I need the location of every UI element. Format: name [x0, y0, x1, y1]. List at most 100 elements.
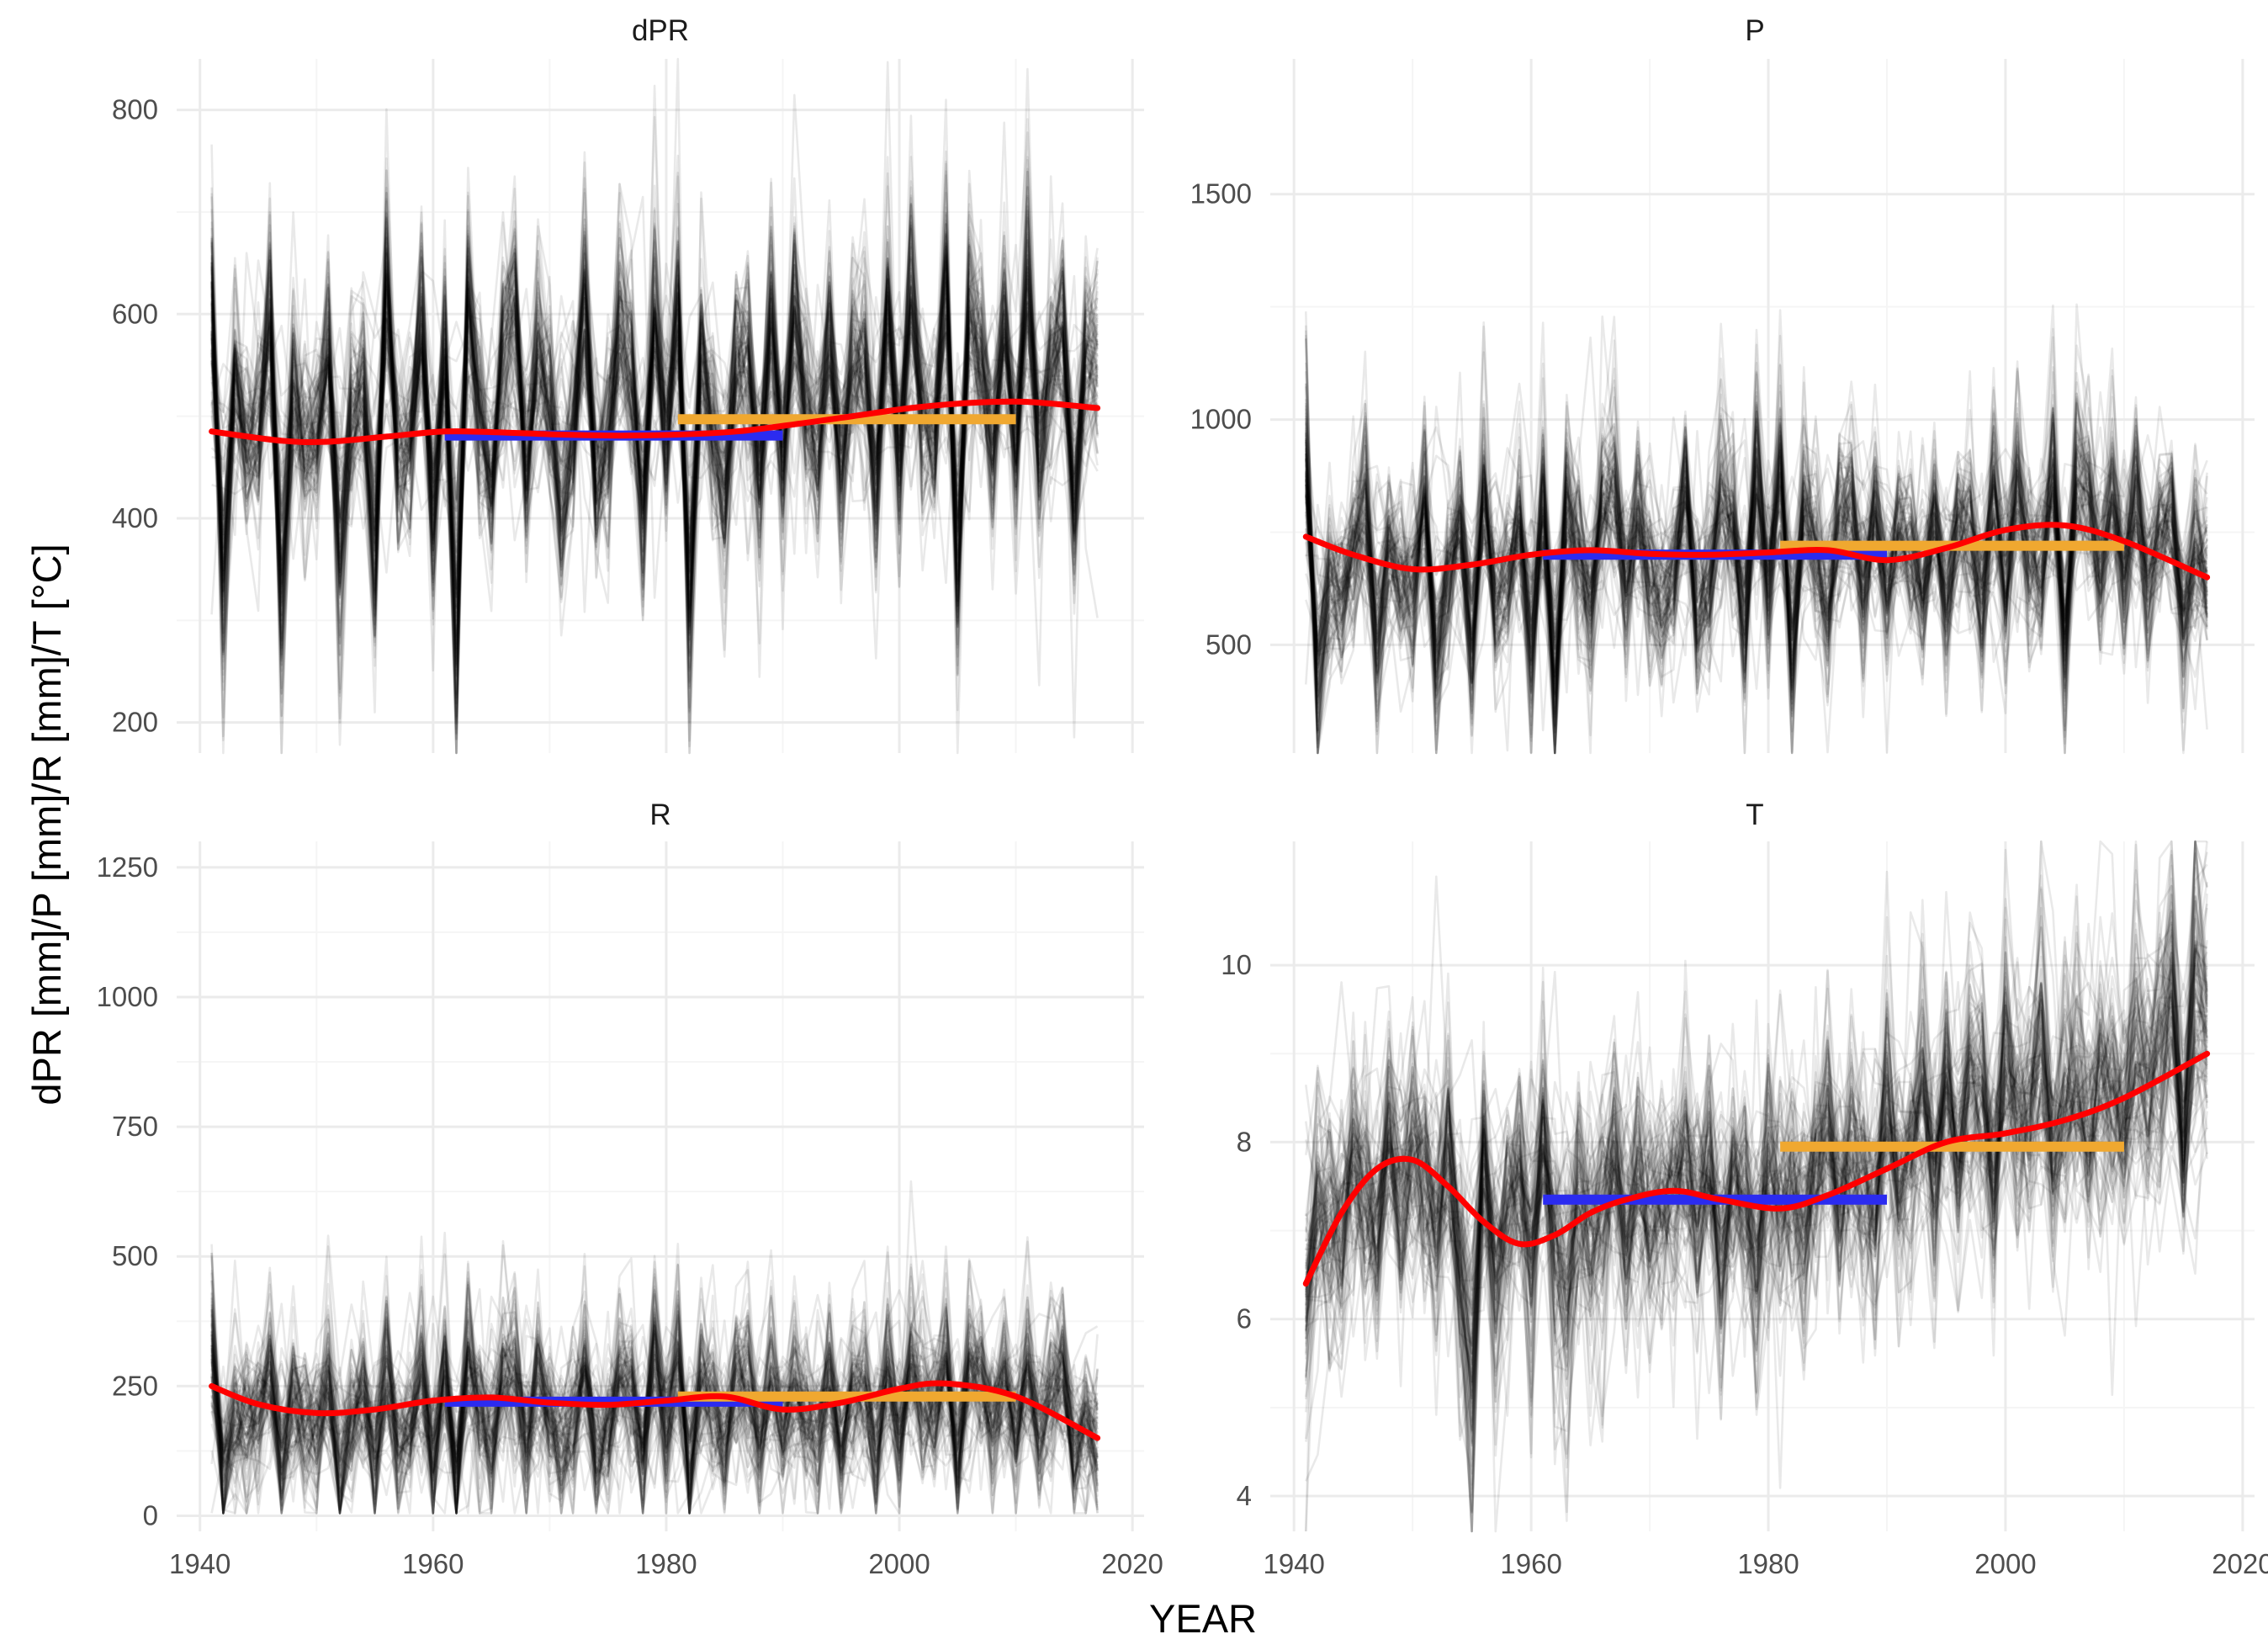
ensemble-member-line — [210, 1306, 1099, 1515]
ensemble-member-line — [1305, 443, 2208, 697]
ensemble-member-line — [210, 246, 1099, 573]
ensemble-member-line — [210, 281, 1099, 588]
ensemble-member-line — [1305, 893, 2208, 1414]
ensemble-member-line — [1305, 864, 2208, 1440]
ensemble-member-line — [210, 185, 1099, 590]
ensemble-member-line — [1305, 939, 2208, 1393]
ensemble-member-line — [210, 227, 1099, 676]
ensemble-member-line — [210, 175, 1099, 724]
ensemble-member-line — [1305, 840, 2208, 1533]
ensemble-member-line — [1305, 843, 2208, 1496]
ensemble-member-line — [1305, 411, 2208, 728]
ensemble-member-line — [1305, 360, 2208, 732]
ensemble-member-line — [210, 1313, 1099, 1511]
ensemble-member-line — [211, 263, 1099, 580]
ensemble-member-line — [210, 227, 1099, 621]
ensemble-member-line — [210, 1341, 1099, 1513]
ensemble-member-line — [1305, 875, 2208, 1409]
y-tick-label: 10 — [1221, 949, 1252, 980]
ensemble-member-line — [210, 183, 1099, 755]
ensemble-member-line — [210, 1281, 1099, 1515]
ensemble-member-line — [210, 118, 1099, 755]
ensemble-member-line — [210, 211, 1099, 590]
ensemble-member-line — [1305, 446, 2208, 714]
ensemble-member-line — [1305, 442, 2208, 680]
ensemble-member-line — [210, 67, 1099, 719]
x-tick-label: 1980 — [1737, 1548, 1799, 1579]
ensemble-member-line — [1305, 383, 2208, 714]
ensemble-member-line — [210, 1284, 1099, 1515]
ensemble-member-line — [210, 1295, 1099, 1515]
ensemble-member-line — [1305, 894, 2208, 1407]
ensemble-member-line — [211, 252, 1099, 595]
ensemble-member-line — [1305, 903, 2208, 1515]
ensemble-member-line — [210, 1277, 1099, 1515]
ensemble-member-line — [1305, 934, 2208, 1338]
ensemble-member-line — [210, 61, 1099, 755]
ensemble-member-line — [210, 1235, 1099, 1515]
ensemble-member-line — [1305, 1027, 2208, 1330]
smooth-trend-line — [1302, 522, 2211, 581]
ensemble-member-line — [210, 144, 1099, 740]
ensemble-member-line — [1305, 933, 2208, 1307]
ensemble-member-line — [1305, 841, 2208, 1475]
ensemble-member-line — [210, 191, 1099, 714]
ensemble-member-line — [210, 1249, 1099, 1499]
x-tick-label: 1980 — [635, 1548, 697, 1579]
ensemble-member-line — [1305, 947, 2208, 1398]
panel-dpr: dPR 200 400 600 800 — [112, 14, 1144, 755]
plot-area-t: 4 6 8 10 1940 1960 1980 2000 2020 — [1221, 840, 2268, 1579]
ensemble-member-line — [210, 211, 1099, 582]
ensemble-member-line — [210, 211, 1099, 654]
panel-p: P 500 1000 1500 — [1190, 14, 2255, 755]
ensemble-member-line — [210, 252, 1099, 576]
ensemble-member-line — [1305, 380, 2208, 755]
y-tick-label: 750 — [112, 1111, 158, 1142]
ensemble-member-line — [210, 209, 1099, 672]
ensemble-member-line — [210, 236, 1099, 677]
ensemble-member-line — [1305, 840, 2208, 1389]
ensemble-member-line — [1305, 452, 2208, 691]
ensemble-member-line — [210, 259, 1099, 579]
ensemble-member-line — [210, 250, 1099, 662]
ensemble-member-line — [1305, 964, 2208, 1366]
ensemble-member-line — [1305, 404, 2208, 686]
ensemble-member-line — [210, 1252, 1099, 1515]
ensemble-member-line — [210, 194, 1099, 710]
ensemble-member-line — [210, 1251, 1099, 1515]
x-tick-label: 2000 — [1974, 1548, 2036, 1579]
ensemble-member-line — [210, 1240, 1099, 1515]
ensemble-member-line — [1305, 840, 2208, 1490]
ensemble-member-line — [1305, 992, 2208, 1400]
ensemble-member-line — [1305, 911, 2208, 1432]
grid-r — [177, 841, 1144, 1531]
ensemble-member-line — [210, 210, 1099, 718]
x-tick-label: 1960 — [402, 1548, 464, 1579]
ensemble-member-line — [210, 235, 1099, 592]
ensemble-member-line — [1305, 373, 2208, 729]
ensemble-member-line — [210, 1255, 1099, 1515]
ensemble-member-line — [210, 261, 1099, 671]
ensemble-member-line — [1305, 351, 2208, 701]
ensemble-member-line — [1305, 870, 2208, 1327]
y-tick-label: 6 — [1237, 1303, 1252, 1334]
plot-area-r: 0 250 500 750 1000 1250 1940 1960 1980 2000 2020 — [97, 841, 1163, 1579]
ensemble-member-line — [1305, 450, 2208, 726]
ensemble-member-line — [1305, 931, 2208, 1446]
ensemble-member-line — [210, 1244, 1099, 1515]
ensemble-member-line — [210, 238, 1099, 652]
ensemble-member-line — [1305, 420, 2208, 676]
ensemble-member-line — [210, 157, 1099, 755]
ensemble-member-line — [210, 1287, 1099, 1515]
ensemble-member-line — [210, 253, 1099, 657]
ensemble-member-line — [210, 1274, 1099, 1515]
ensemble-member-line — [1305, 419, 2207, 696]
ensemble-member-line — [210, 1258, 1099, 1479]
ensemble-member-line — [1305, 392, 2208, 735]
ensemble-lines-dpr — [210, 57, 1099, 755]
ensemble-member-line — [210, 1180, 1099, 1515]
ensemble-member-line — [1305, 1013, 2208, 1322]
ensemble-member-line — [1306, 952, 2208, 1447]
ensemble-member-line — [1305, 408, 2208, 724]
ensemble-member-line — [210, 1323, 1099, 1515]
